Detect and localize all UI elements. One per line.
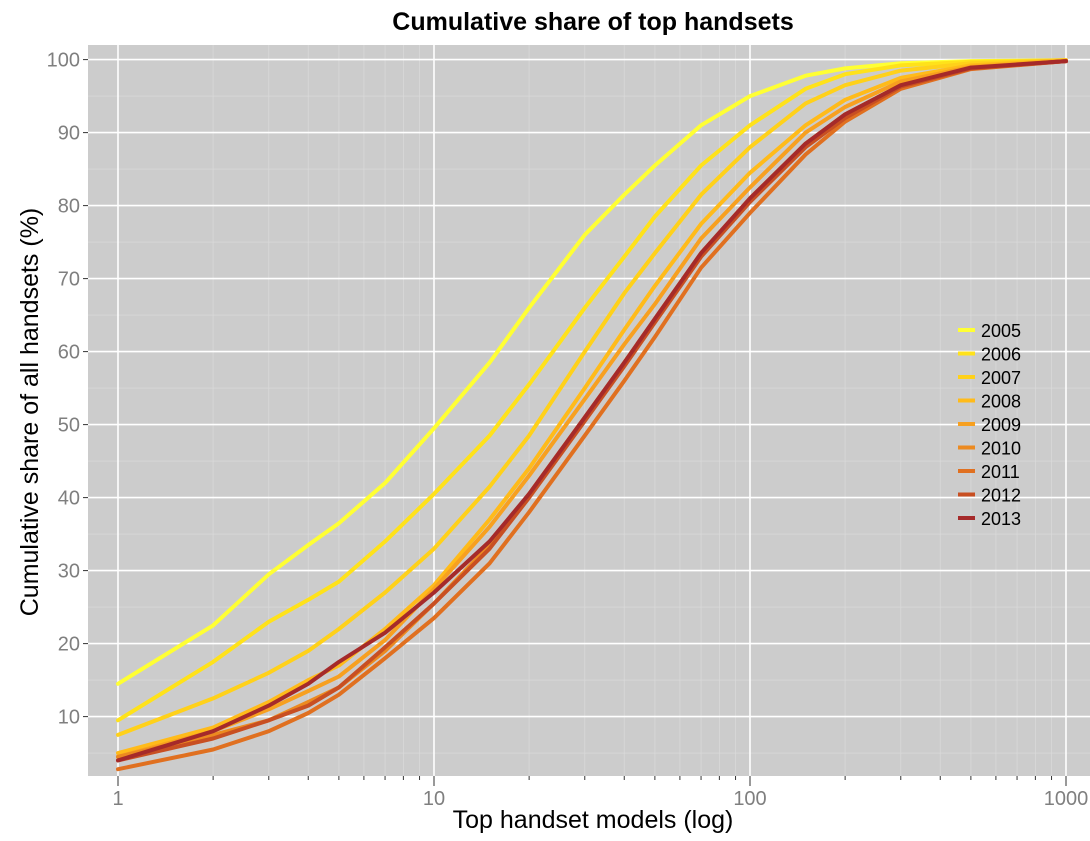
x-tick-label: 10: [423, 788, 445, 810]
legend: 2005 2006 2007 2008 2009 2010 2011 2012 2013: [958, 321, 1021, 529]
y-axis-label: Cumulative share of all handsets (%): [16, 208, 44, 617]
y-tick-label: 80: [58, 196, 80, 218]
legend-label: 2013: [981, 509, 1021, 529]
legend-label: 2011: [981, 462, 1020, 482]
legend-label: 2006: [981, 345, 1021, 365]
series-line-2012: [116, 59, 1068, 763]
minor-gridlines: [88, 45, 1090, 776]
legend-item-2006: 2006: [958, 345, 1021, 365]
legend-item-2009: 2009: [958, 415, 1021, 435]
legend-item-2005: 2005: [958, 321, 1021, 341]
series-line-2007: [116, 58, 1068, 737]
legend-label: 2010: [981, 439, 1021, 459]
y-tick-label: 100: [47, 50, 80, 72]
legend-item-2013: 2013: [958, 509, 1021, 529]
y-tick-label: 50: [58, 415, 80, 437]
x-axis: 1 10 100 1000: [112, 776, 1088, 810]
legend-label: 2005: [981, 321, 1021, 341]
series-lines: [116, 58, 1068, 772]
legend-item-2008: 2008: [958, 392, 1021, 412]
y-tick-label: 70: [58, 269, 80, 291]
legend-label: 2008: [981, 392, 1021, 412]
y-tick-label: 30: [58, 561, 80, 583]
x-tick-label: 100: [733, 788, 766, 810]
x-axis-label: Top handset models (log): [453, 806, 734, 834]
y-tick-label: 20: [58, 634, 80, 656]
legend-item-2010: 2010: [958, 439, 1021, 459]
legend-item-2011: 2011: [958, 462, 1020, 482]
y-tick-label: 10: [58, 707, 80, 729]
y-tick-label: 90: [58, 123, 80, 145]
series-line-2013: [116, 59, 1068, 763]
legend-label: 2007: [981, 368, 1021, 388]
y-axis: 10 20 30 40 50 60 70 80 90 100: [47, 50, 88, 729]
legend-label: 2009: [981, 415, 1021, 435]
legend-label: 2012: [981, 486, 1021, 506]
x-tick-label: 1: [112, 788, 123, 810]
legend-item-2007: 2007: [958, 368, 1021, 388]
chart-title: Cumulative share of top handsets: [392, 8, 793, 36]
series-line-2011: [116, 59, 1068, 772]
y-tick-label: 60: [58, 342, 80, 364]
series-line-2006: [116, 58, 1068, 723]
series-line-2009: [116, 59, 1068, 759]
series-line-2008: [116, 58, 1068, 756]
legend-item-2012: 2012: [958, 486, 1021, 506]
series-line-2005: [116, 58, 1068, 686]
x-tick-label: 1000: [1044, 788, 1089, 810]
y-tick-label: 40: [58, 488, 80, 510]
